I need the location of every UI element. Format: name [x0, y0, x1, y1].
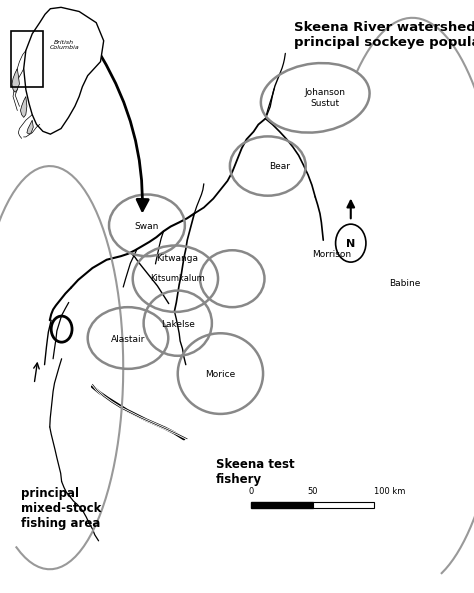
Text: Morrison: Morrison: [312, 250, 351, 259]
Bar: [313, 502, 374, 508]
Text: Babine: Babine: [389, 279, 420, 288]
Polygon shape: [12, 69, 19, 93]
Bar: [11, 31, 43, 87]
Text: 0: 0: [248, 487, 254, 496]
Text: Swan: Swan: [135, 222, 159, 231]
Text: N: N: [346, 240, 356, 249]
Polygon shape: [20, 97, 27, 117]
Text: Bear: Bear: [269, 161, 290, 171]
Text: principal
mixed-stock
fishing area: principal mixed-stock fishing area: [21, 487, 102, 531]
Polygon shape: [27, 120, 33, 134]
Text: Skeena River watershed and: Skeena River watershed and: [294, 21, 474, 34]
Text: Skeena test
fishery: Skeena test fishery: [216, 458, 294, 486]
Text: principal sockeye populations: principal sockeye populations: [294, 36, 474, 49]
Text: Lakelse: Lakelse: [161, 320, 195, 329]
Text: 100 km: 100 km: [374, 487, 406, 496]
Text: Johanson
Sustut: Johanson Sustut: [304, 88, 345, 107]
Text: British
Columbia: British Columbia: [49, 40, 79, 50]
Text: Morice: Morice: [205, 370, 236, 380]
Text: 50: 50: [308, 487, 318, 496]
Bar: [251, 502, 313, 508]
Text: Alastair: Alastair: [111, 334, 145, 344]
Text: Kitsumkalum: Kitsumkalum: [150, 274, 205, 283]
Polygon shape: [24, 7, 104, 134]
Text: Kitwanga: Kitwanga: [156, 254, 199, 263]
